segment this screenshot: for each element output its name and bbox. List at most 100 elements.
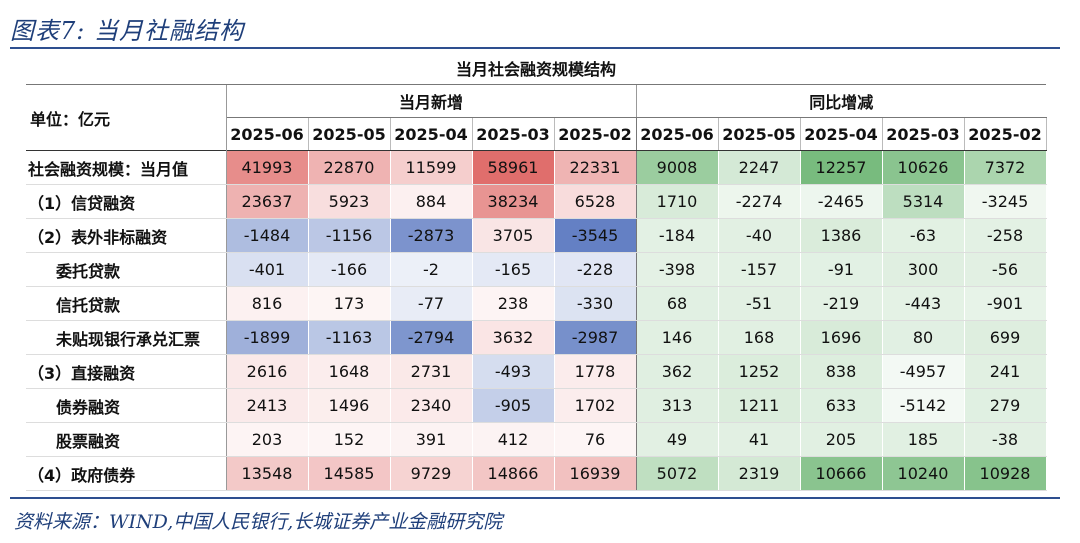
new-value-cell: 23637 [226,184,309,219]
new-value-cell: -1163 [308,320,391,355]
new-value-cell: -401 [226,252,309,287]
new-value-cell: -77 [390,286,473,321]
yoy-value-cell: -3245 [964,184,1047,219]
row-label: （3）直接融资 [26,354,227,389]
yoy-value-cell: 5314 [882,184,965,219]
bottom-rule [10,497,1060,499]
new-value-cell: 884 [390,184,473,219]
yoy-value-cell: -40 [718,218,801,253]
row-label: 社会融资规模：当月值 [26,150,227,185]
unit-label: 单位：亿元 [26,84,227,151]
yoy-value-cell: -398 [636,252,719,287]
row-label: 信托贷款 [26,286,227,321]
new-value-cell: 238 [472,286,555,321]
new-value-cell: -905 [472,388,555,423]
yoy-value-cell: -56 [964,252,1047,287]
date-header: 2025-04 [800,117,883,151]
row-label: 未贴现银行承兑汇票 [26,320,227,355]
yoy-value-cell: -2274 [718,184,801,219]
yoy-value-cell: 10928 [964,456,1047,491]
top-rule [10,47,1060,49]
row-label: 委托贷款 [26,252,227,287]
yoy-value-cell: -184 [636,218,719,253]
yoy-value-cell: -157 [718,252,801,287]
yoy-value-cell: -219 [800,286,883,321]
row-label: （1）信贷融资 [26,184,227,219]
yoy-value-cell: 68 [636,286,719,321]
social-financing-table: 当月社会融资规模结构 单位：亿元 当月新增 同比增减 2025-06 2025-0… [26,52,1047,491]
new-value-cell: 3632 [472,320,555,355]
new-value-cell: 173 [308,286,391,321]
new-value-cell: -165 [472,252,555,287]
yoy-value-cell: 12257 [800,150,883,185]
date-header: 2025-03 [472,117,555,151]
yoy-value-cell: 699 [964,320,1047,355]
table-row: 委托贷款 -401 -166 -2 -165 -228 -398 -157 -91 300 -56 [26,252,1047,287]
new-value-cell: 1496 [308,388,391,423]
new-value-cell: 58961 [472,150,555,185]
row-label: 债券融资 [26,388,227,423]
new-value-cell: 2616 [226,354,309,389]
new-value-cell: 6528 [554,184,637,219]
yoy-value-cell: -51 [718,286,801,321]
new-value-cell: -2873 [390,218,473,253]
new-value-cell: -1899 [226,320,309,355]
yoy-value-cell: 9008 [636,150,719,185]
date-header: 2025-05 [718,117,801,151]
new-value-cell: 41993 [226,150,309,185]
new-value-cell: -3545 [554,218,637,253]
yoy-value-cell: -258 [964,218,1047,253]
table-row: 未贴现银行承兑汇票 -1899 -1163 -2794 3632 -2987 146 168 1… [26,320,1047,355]
new-value-cell: 5923 [308,184,391,219]
new-value-cell: -2794 [390,320,473,355]
new-value-cell: 203 [226,422,309,457]
yoy-value-cell: 185 [882,422,965,457]
group-header-new: 当月新增 [226,84,637,118]
table-row: （2）表外非标融资 -1484 -1156 -2873 3705 -3545 -184 -40… [26,218,1047,253]
new-value-cell: 16939 [554,456,637,491]
new-value-cell: 22331 [554,150,637,185]
yoy-value-cell: 1696 [800,320,883,355]
yoy-value-cell: 1386 [800,218,883,253]
table-caption: 当月社会融资规模结构 [26,52,1046,85]
new-value-cell: 2413 [226,388,309,423]
new-value-cell: 1648 [308,354,391,389]
yoy-value-cell: -4957 [882,354,965,389]
new-value-cell: -228 [554,252,637,287]
yoy-value-cell: 10666 [800,456,883,491]
new-value-cell: -493 [472,354,555,389]
yoy-value-cell: 1710 [636,184,719,219]
new-value-cell: 412 [472,422,555,457]
date-header: 2025-03 [882,117,965,151]
table-row: （4）政府债券 13548 14585 9729 14866 16939 5072 2319 1… [26,456,1047,491]
table-row: 股票融资 203 152 391 412 76 49 41 205 185 -38 [26,422,1047,457]
yoy-value-cell: 146 [636,320,719,355]
yoy-value-cell: -91 [800,252,883,287]
new-value-cell: 2731 [390,354,473,389]
new-value-cell: 13548 [226,456,309,491]
new-value-cell: 816 [226,286,309,321]
row-label: （4）政府债券 [26,456,227,491]
figure-title: 图表7: 当月社融结构 [10,17,244,45]
new-value-cell: 2340 [390,388,473,423]
yoy-value-cell: 1252 [718,354,801,389]
yoy-value-cell: 168 [718,320,801,355]
yoy-value-cell: 80 [882,320,965,355]
new-value-cell: 9729 [390,456,473,491]
date-header: 2025-02 [554,117,637,151]
new-value-cell: 152 [308,422,391,457]
table-row: （3）直接融资 2616 1648 2731 -493 1778 362 1252 838 -49… [26,354,1047,389]
new-value-cell: 22870 [308,150,391,185]
yoy-value-cell: 633 [800,388,883,423]
new-value-cell: 14585 [308,456,391,491]
yoy-value-cell: 5072 [636,456,719,491]
new-value-cell: 1778 [554,354,637,389]
date-header: 2025-05 [308,117,391,151]
yoy-value-cell: 7372 [964,150,1047,185]
table-row: 社会融资规模：当月值 41993 22870 11599 58961 22331 9008 2… [26,150,1047,185]
yoy-value-cell: 362 [636,354,719,389]
new-value-cell: -2987 [554,320,637,355]
new-value-cell: -330 [554,286,637,321]
yoy-value-cell: 49 [636,422,719,457]
table-row: （1）信贷融资 23637 5923 884 38234 6528 1710 -2274 -24… [26,184,1047,219]
